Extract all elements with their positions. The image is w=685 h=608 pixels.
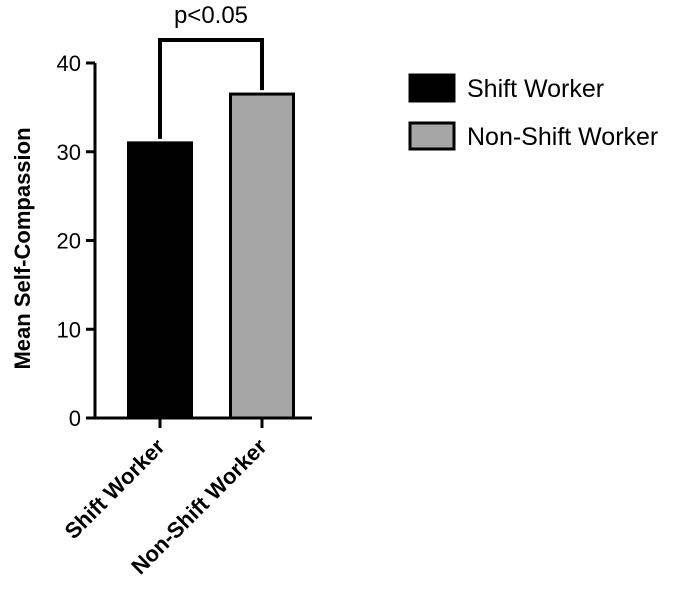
bar-non-shift-worker	[229, 92, 295, 420]
significance-bracket	[158, 38, 264, 139]
y-tick-label: 0	[69, 406, 81, 431]
x-tick-label: Shift Worker	[60, 434, 170, 544]
y-tick-label: 10	[57, 317, 81, 342]
y-axis-title: Mean Self-Compassion	[10, 127, 35, 369]
significance-label: p<0.05	[174, 2, 248, 29]
legend-swatch	[408, 121, 456, 151]
legend-label: Shift Worker	[467, 75, 604, 103]
significance-annotation: p<0.05	[158, 2, 264, 139]
legend-swatch	[408, 73, 456, 103]
bar-shift-worker	[127, 141, 193, 420]
legend: Shift Worker Non-Shift Worker	[408, 73, 658, 151]
y-tick-label: 20	[57, 229, 81, 254]
y-tick-label: 40	[57, 51, 81, 76]
legend-label: Non-Shift Worker	[467, 123, 658, 151]
bars	[127, 92, 295, 420]
y-tick-label: 30	[57, 140, 81, 165]
